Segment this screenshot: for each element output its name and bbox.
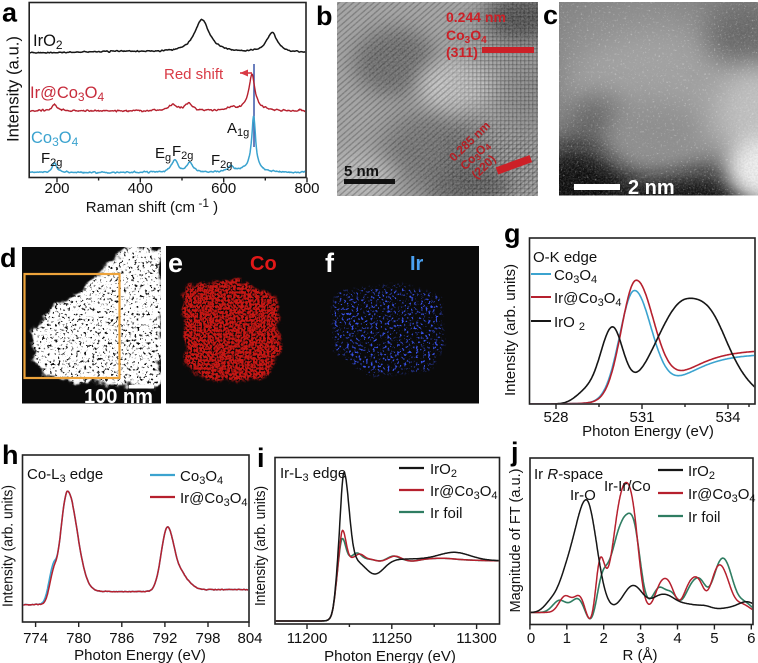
svg-text:Raman shift (cm -1 ): Raman shift (cm -1 ): [86, 196, 218, 216]
svg-text:IrO2: IrO2: [688, 463, 715, 482]
svg-text:IrO2: IrO2: [554, 314, 585, 333]
svg-text:5: 5: [710, 630, 718, 647]
svg-text:600: 600: [211, 180, 236, 197]
svg-text:Ir-O: Ir-O: [570, 487, 596, 504]
svg-text:R (Å): R (Å): [623, 647, 658, 663]
svg-text:2: 2: [600, 630, 608, 647]
svg-text:Red shift: Red shift: [164, 66, 224, 83]
svg-text:786: 786: [109, 630, 134, 647]
svg-text:Photon Energy (eV): Photon Energy (eV): [74, 647, 206, 663]
svg-text:O-K edge: O-K edge: [533, 249, 597, 266]
svg-text:F2g: F2g: [41, 150, 62, 169]
svg-text:531: 531: [629, 409, 654, 426]
svg-text:Ir@Co3O4: Ir@Co3O4: [688, 486, 756, 505]
svg-text:792: 792: [152, 630, 177, 647]
svg-text:4: 4: [673, 630, 681, 647]
svg-text:Intensity (arb. units): Intensity (arb. units): [502, 264, 519, 396]
svg-text:F2g: F2g: [172, 143, 193, 162]
svg-text:Ir R-space: Ir R-space: [534, 466, 603, 483]
svg-text:f: f: [325, 248, 335, 278]
svg-text:Ir-Ir/Co: Ir-Ir/Co: [604, 478, 651, 495]
svg-text:Co3O4: Co3O4: [554, 267, 597, 286]
svg-text:(311): (311): [446, 44, 478, 60]
svg-text:798: 798: [195, 630, 220, 647]
svg-text:Ir: Ir: [410, 253, 424, 275]
svg-text:Ir foil: Ir foil: [688, 509, 721, 526]
svg-text:Photon Energy (eV): Photon Energy (eV): [582, 423, 714, 440]
svg-text:0: 0: [527, 630, 535, 647]
svg-text:Ir foil: Ir foil: [430, 505, 463, 522]
svg-text:774: 774: [23, 630, 48, 647]
svg-text:Eg: Eg: [155, 145, 171, 164]
svg-text:Co3O4: Co3O4: [180, 468, 223, 487]
svg-text:a: a: [2, 0, 18, 28]
svg-text:b: b: [316, 1, 333, 31]
svg-text:534: 534: [715, 409, 740, 426]
svg-text:Ir@Co3O4: Ir@Co3O4: [180, 490, 248, 509]
svg-text:0.244 nm: 0.244 nm: [446, 9, 506, 25]
svg-text:1: 1: [563, 630, 571, 647]
svg-text:F2g: F2g: [211, 152, 232, 171]
svg-text:6: 6: [747, 630, 755, 647]
svg-text:3: 3: [636, 630, 644, 647]
svg-text:800: 800: [294, 180, 319, 197]
svg-text:j: j: [510, 437, 519, 467]
svg-text:Ir-L3 edge: Ir-L3 edge: [280, 465, 346, 484]
svg-text:Co3O4: Co3O4: [31, 129, 79, 149]
svg-text:d: d: [0, 243, 17, 273]
svg-text:h: h: [2, 440, 19, 470]
svg-text:IrO2: IrO2: [33, 32, 63, 52]
svg-text:Intensity (a.u.): Intensity (a.u.): [5, 36, 23, 142]
svg-text:804: 804: [237, 630, 262, 647]
svg-text:Ir@Co3O4: Ir@Co3O4: [554, 290, 622, 309]
svg-text:780: 780: [66, 630, 91, 647]
svg-text:400: 400: [128, 180, 153, 197]
svg-text:Magnitude of FT (a.u.): Magnitude of FT (a.u.): [507, 468, 524, 612]
svg-text:11250: 11250: [371, 630, 412, 647]
svg-text:Co3O4: Co3O4: [446, 27, 487, 46]
svg-text:528: 528: [543, 409, 568, 426]
svg-text:Co-L3 edge: Co-L3 edge: [27, 466, 103, 485]
svg-text:Intensity (arb. units): Intensity (arb. units): [252, 486, 269, 606]
svg-text:c: c: [543, 0, 558, 30]
svg-text:200: 200: [44, 180, 69, 197]
svg-text:Ir@Co3O4: Ir@Co3O4: [430, 483, 498, 502]
svg-text:2 nm: 2 nm: [628, 177, 675, 199]
svg-text:A1g: A1g: [227, 120, 249, 139]
svg-text:Intensity (arb. units): Intensity (arb. units): [0, 485, 17, 607]
svg-text:IrO2: IrO2: [430, 461, 457, 480]
svg-text:Co: Co: [250, 253, 277, 275]
svg-text:i: i: [257, 443, 265, 473]
svg-text:100 nm: 100 nm: [84, 386, 153, 408]
svg-text:5 nm: 5 nm: [344, 163, 379, 180]
svg-text:Photon Energy (eV): Photon Energy (eV): [324, 648, 456, 663]
svg-text:Ir@Co3O4: Ir@Co3O4: [30, 84, 104, 104]
svg-text:11200: 11200: [287, 630, 328, 647]
svg-text:g: g: [504, 219, 521, 249]
svg-text:11300: 11300: [456, 630, 497, 647]
svg-text:e: e: [168, 248, 183, 278]
